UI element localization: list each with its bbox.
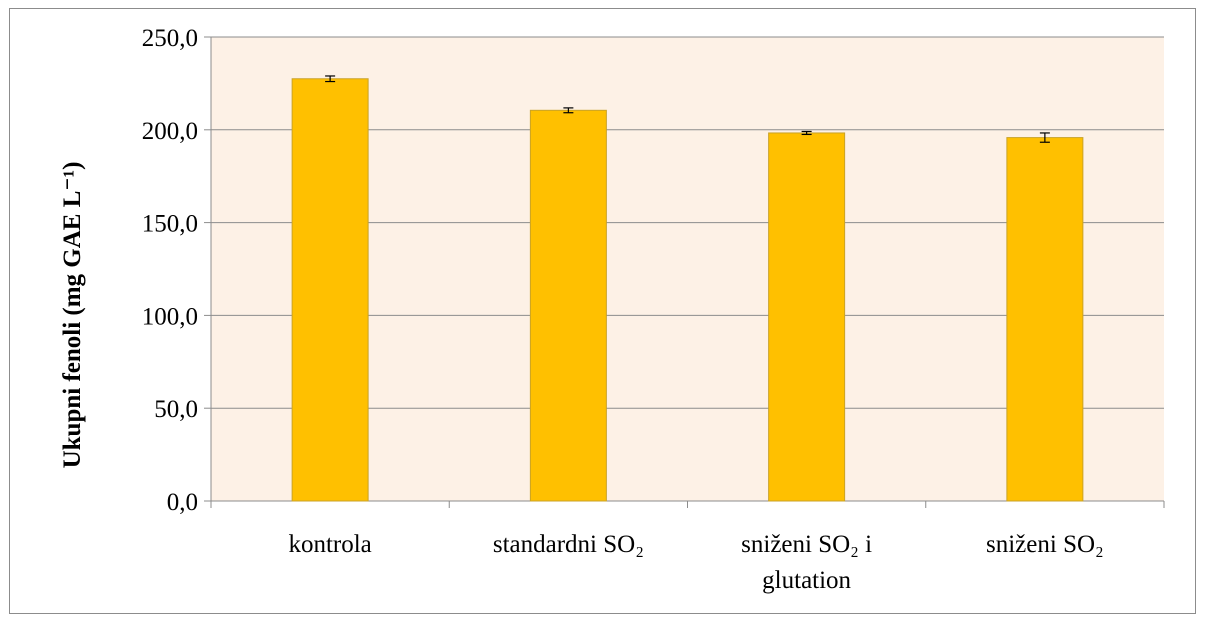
y-tick-label: 150,0 — [142, 211, 198, 238]
y-tick-label: 50,0 — [154, 396, 198, 423]
plot-area — [211, 37, 1164, 501]
x-tick-label: kontrola — [288, 531, 371, 558]
bar — [291, 78, 369, 502]
bar — [529, 109, 607, 502]
y-axis-label: Ukupni fenoli (mg GAE L⁻¹) — [59, 162, 86, 469]
x-tick-label: standardni SO₂ — [493, 531, 644, 558]
error-bars — [325, 75, 1050, 143]
x-tick-label: sniženi SO₂ — [986, 531, 1104, 558]
bars — [291, 78, 1084, 502]
x-tick-labels: kontrola standardni SO₂ sniženi SO₂ i gluta… — [288, 531, 1103, 594]
y-tick-label: 250,0 — [142, 25, 198, 52]
gridlines — [204, 36, 1165, 508]
x-tick-label: glutation — [762, 567, 851, 594]
y-tick-label: 0,0 — [167, 489, 198, 516]
bar — [768, 132, 846, 502]
y-tick-labels: 0,0 50,0 100,0 150,0 200,0 250,0 — [142, 25, 198, 516]
x-tick-label: sniženi SO₂ i — [741, 531, 872, 558]
y-tick-label: 100,0 — [142, 303, 198, 330]
y-tick-label: 200,0 — [142, 118, 198, 145]
bar — [1006, 137, 1084, 502]
